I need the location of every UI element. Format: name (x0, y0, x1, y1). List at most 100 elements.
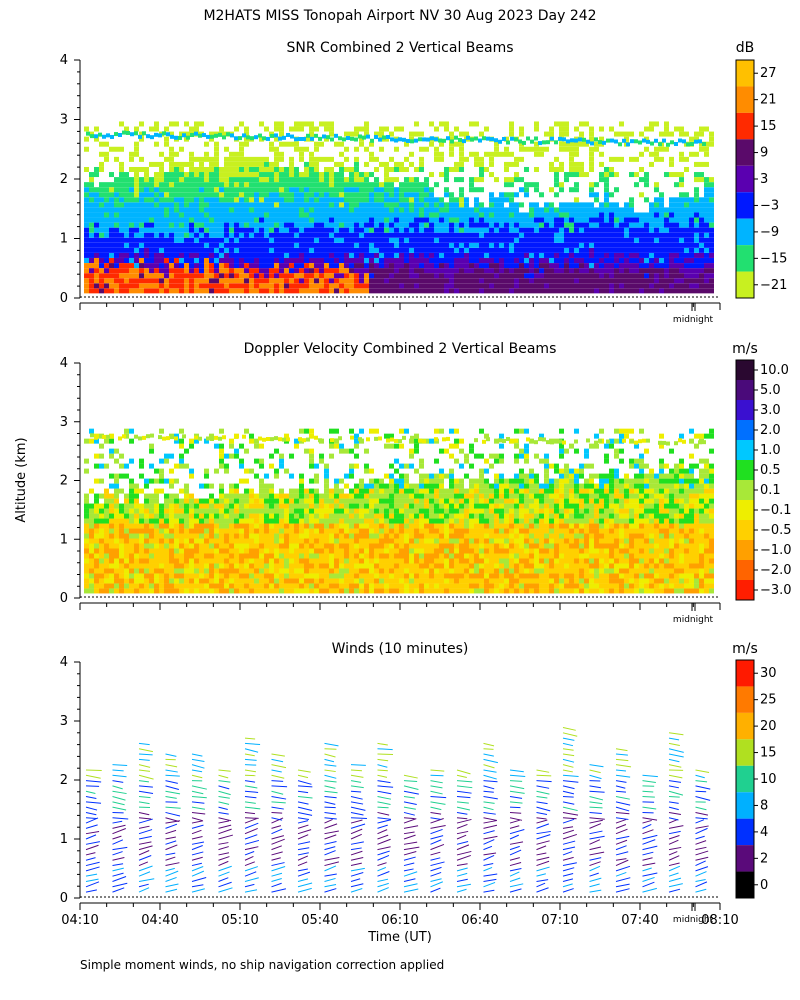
snr-cell (339, 207, 344, 213)
snr-cell (554, 192, 559, 198)
snr-cell (414, 232, 419, 238)
snr-cell (179, 131, 184, 137)
snr-cell (179, 288, 184, 294)
snr-cell (399, 126, 404, 132)
doppler-cell (159, 543, 164, 549)
snr-cell (284, 263, 289, 269)
snr-cell (149, 212, 154, 218)
doppler-cell (189, 468, 194, 474)
snr-cell (459, 156, 464, 162)
snr-cell (154, 202, 159, 208)
snr-cell (314, 273, 319, 279)
snr-cell (184, 212, 189, 218)
snr-cell (269, 212, 274, 218)
snr-cell (329, 268, 334, 274)
doppler-cell (169, 558, 174, 564)
snr-cell (569, 273, 574, 279)
snr-cell (304, 247, 309, 253)
doppler-cell (319, 513, 324, 519)
snr-cell (554, 283, 559, 289)
snr-cell (409, 268, 414, 274)
snr-cell (559, 263, 564, 269)
snr-cell (444, 126, 449, 132)
snr-cell (484, 268, 489, 274)
snr-cell (219, 227, 224, 233)
doppler-cell (294, 493, 299, 499)
snr-cell (119, 161, 124, 167)
snr-cell (249, 212, 254, 218)
snr-cell (509, 222, 514, 228)
doppler-cell (259, 553, 264, 559)
snr-cell (424, 202, 429, 208)
doppler-cell (279, 583, 284, 589)
snr-cell (119, 237, 124, 243)
doppler-cell (109, 533, 114, 539)
snr-cell (254, 247, 259, 253)
doppler-cell (194, 438, 199, 444)
snr-cell (524, 278, 529, 284)
snr-cell (274, 187, 279, 193)
snr-cell (549, 222, 554, 228)
snr-cell (194, 177, 199, 183)
doppler-cell (339, 543, 344, 549)
snr-cell (474, 247, 479, 253)
snr-cell (84, 166, 89, 172)
snr-cell (594, 288, 599, 294)
doppler-cell (154, 543, 159, 549)
doppler-cell (329, 428, 334, 434)
snr-cell (629, 156, 634, 162)
doppler-cell (309, 478, 314, 484)
doppler-cell (279, 528, 284, 534)
snr-cell (394, 252, 399, 258)
snr-cell (594, 222, 599, 228)
doppler-cell (224, 583, 229, 589)
snr-cell (499, 217, 504, 223)
snr-cell (494, 177, 499, 183)
doppler-cell (89, 528, 94, 534)
snr-cell (364, 202, 369, 208)
snr-cell (544, 242, 549, 248)
snr-cell (699, 283, 704, 289)
doppler-cell (319, 528, 324, 534)
snr-cell (624, 136, 629, 142)
doppler-cell (184, 548, 189, 554)
snr-cell (179, 232, 184, 238)
snr-cell (604, 273, 609, 279)
snr-cell (284, 283, 289, 289)
snr-cell (679, 151, 684, 157)
snr-cell (489, 192, 494, 198)
doppler-cell (249, 508, 254, 514)
snr-cell (434, 283, 439, 289)
doppler-cell (164, 503, 169, 509)
snr-cell (444, 273, 449, 279)
snr-cell (249, 252, 254, 258)
snr-cell (414, 182, 419, 188)
snr-cell (194, 227, 199, 233)
snr-cell (314, 172, 319, 178)
snr-cell (239, 151, 244, 157)
snr-cell (254, 135, 258, 140)
snr-cell (149, 258, 154, 264)
doppler-cell (129, 523, 134, 529)
snr-cell (289, 227, 294, 233)
snr-cell (169, 161, 174, 167)
doppler-cell (149, 563, 154, 569)
doppler-cell (144, 573, 149, 579)
doppler-cell (234, 573, 239, 579)
doppler-cell (169, 523, 174, 529)
doppler-cell (309, 458, 314, 464)
snr-cell (369, 268, 374, 274)
snr-cell (474, 187, 479, 193)
snr-cell (89, 192, 94, 198)
doppler-cell (319, 548, 324, 554)
snr-cell (204, 283, 209, 289)
doppler-cell (249, 528, 254, 534)
snr-cell (414, 242, 419, 248)
snr-cell (449, 252, 454, 258)
snr-cell (109, 247, 114, 253)
snr-cell (259, 166, 264, 172)
snr-cell (349, 237, 354, 243)
doppler-cell (159, 553, 164, 559)
snr-title: SNR Combined 2 Vertical Beams (286, 40, 513, 56)
snr-cell (134, 263, 139, 269)
